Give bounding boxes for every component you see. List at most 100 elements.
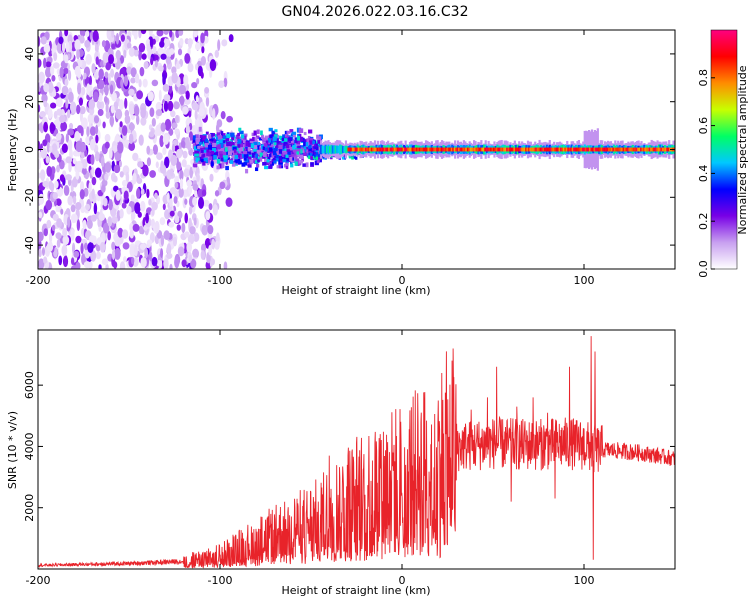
- spectrogram-cell: [132, 223, 140, 232]
- spectrogram-cell: [286, 130, 291, 134]
- spectrogram-cell: [159, 135, 164, 148]
- spectrogram-cell: [238, 139, 242, 144]
- spectrogram-cell: [91, 188, 95, 200]
- spectrogram-cell: [74, 65, 81, 77]
- spectrogram-cell: [634, 147, 637, 152]
- spectrogram-cell: [45, 61, 52, 68]
- spectrogram-cell: [212, 133, 216, 137]
- spectrogram-cell: [500, 147, 503, 152]
- spectrogram-cell: [522, 147, 525, 152]
- spectrogram-cell: [83, 72, 87, 80]
- spectrogram-cell: [340, 145, 343, 154]
- spectrogram-cell: [341, 146, 345, 153]
- spectrogram-cell: [85, 203, 91, 211]
- spectrogram-cell: [177, 246, 185, 257]
- spectrogram-cell: [69, 122, 74, 129]
- spectrogram-cell: [294, 155, 298, 160]
- spectrogram-cell: [224, 143, 228, 148]
- spectrogram-cell: [85, 53, 92, 65]
- spectrogram-cell: [490, 147, 493, 152]
- spectrogram-cell: [542, 147, 545, 152]
- spectrogram-cell: [285, 161, 289, 166]
- spectrogram-cell: [267, 143, 270, 148]
- spectrogram-cell: [546, 147, 550, 152]
- spectrogram-cell: [192, 248, 199, 258]
- spectrogram-cell: [360, 147, 363, 152]
- spectrogram-cell: [237, 132, 241, 137]
- spectrogram-cell: [76, 49, 80, 60]
- spectrogram-cell: [440, 147, 443, 152]
- spectrogram-cell: [166, 192, 170, 203]
- spectrogram-cell: [167, 100, 174, 112]
- spectrogram-cell: [221, 163, 225, 169]
- spectrogram-cell: [208, 203, 213, 211]
- spectrogram-cell: [443, 147, 446, 152]
- spectrogram-cell: [200, 149, 204, 153]
- spectrogram-cell: [488, 147, 491, 152]
- spectrogram-cell: [449, 147, 452, 152]
- spectrogram-cell: [193, 146, 198, 151]
- snr-ytick-label: 2000: [23, 494, 36, 522]
- spectrogram-cell: [155, 124, 163, 136]
- spectrogram-cell: [169, 30, 173, 38]
- spectrogram-cell: [660, 147, 663, 152]
- spectrogram-cell: [133, 31, 138, 40]
- spectrogram-cell: [386, 147, 389, 152]
- spectrogram-cell: [192, 138, 196, 143]
- spectrogram-cell: [45, 199, 53, 211]
- spectrogram-cell: [56, 238, 61, 248]
- spectrogram-cell: [269, 134, 274, 139]
- spectrogram-cell: [498, 147, 502, 152]
- spectrogram-cell: [65, 98, 69, 109]
- spectrogram-cell: [109, 147, 113, 159]
- spectrogram-cell: [174, 182, 179, 189]
- spectrogram-cell: [160, 122, 166, 132]
- spectrogram-cell: [178, 30, 184, 37]
- spectrogram-cell: [256, 150, 261, 154]
- spectrogram-cell: [188, 205, 193, 215]
- spectrogram-cell: [313, 154, 317, 158]
- spectrogram-cell: [64, 78, 69, 87]
- spectrogram-cell: [497, 147, 500, 152]
- spectrogram-cell: [300, 147, 304, 151]
- spectrogram-cell: [270, 140, 276, 145]
- spectrogram-cell: [262, 161, 267, 166]
- spectrogram-cell: [56, 218, 63, 228]
- spectrogram-cell: [220, 131, 224, 137]
- spectrogram-cell: [227, 151, 232, 156]
- spectrogram-cell: [214, 148, 219, 154]
- spectrogram-ytick-label: 40: [23, 47, 36, 61]
- spectrogram-cell: [529, 147, 532, 152]
- spectrogram-cell: [47, 107, 53, 119]
- spectrogram-cell: [79, 105, 86, 115]
- spectrogram-cell: [376, 147, 379, 152]
- spectrogram-cell: [179, 95, 185, 106]
- spectrogram-cell: [260, 147, 265, 152]
- spectrogram-cell: [343, 153, 346, 157]
- spectrogram-cell: [253, 130, 257, 136]
- spectrogram-ytick-label: 0: [23, 146, 36, 153]
- spectrogram-cell: [308, 129, 313, 134]
- spectrogram-cell: [243, 133, 248, 137]
- spectrogram-cell: [208, 244, 213, 256]
- spectrogram-cell: [59, 114, 66, 124]
- spectrogram-cell: [107, 216, 113, 227]
- spectrogram-cell: [661, 147, 665, 152]
- spectrogram-cell: [104, 173, 109, 181]
- spectrogram-cell: [225, 197, 233, 208]
- spectrogram-cell: [228, 146, 232, 151]
- spectrogram-cell: [50, 65, 55, 76]
- spectrogram-cell: [55, 97, 63, 107]
- spectrogram-cell: [255, 135, 260, 139]
- spectrogram-cell: [264, 157, 269, 163]
- spectrogram-cell: [58, 255, 63, 266]
- spectrogram-cell: [174, 215, 180, 224]
- spectrogram-cell: [331, 145, 334, 154]
- spectrogram-cell: [121, 202, 127, 209]
- spectrogram-cell: [183, 74, 189, 86]
- spectrogram-cell: [91, 176, 97, 186]
- spectrogram-cell: [163, 230, 170, 241]
- spectrogram-cell: [288, 137, 293, 141]
- spectrogram-cell: [251, 132, 255, 137]
- spectrogram-cell: [198, 126, 202, 132]
